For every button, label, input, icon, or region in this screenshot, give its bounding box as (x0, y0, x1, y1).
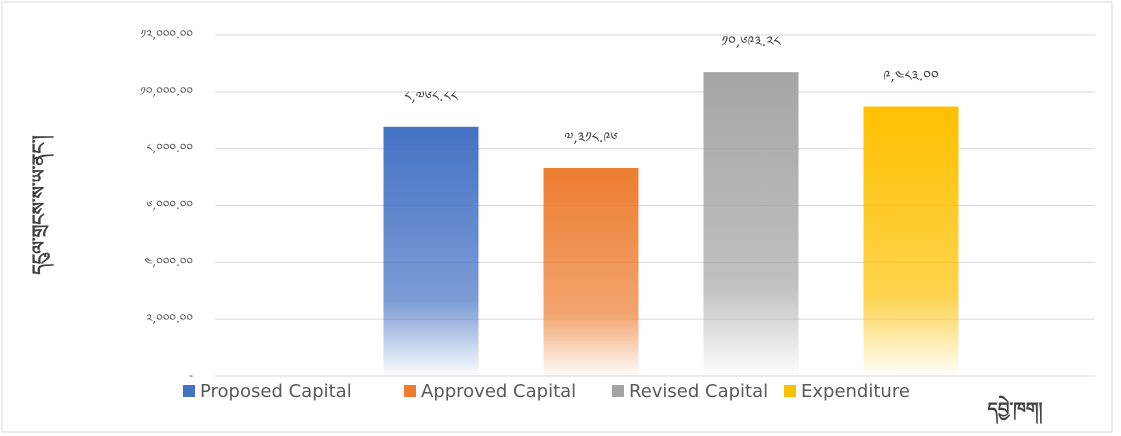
legend-swatch (612, 385, 624, 397)
legend-swatch (183, 385, 195, 397)
value-label: ༩,༤༨༣.༠༠ (883, 69, 939, 85)
value-label: ༡༠,༦༩༣.༢༨ (721, 34, 781, 50)
legend-label: Expenditure (801, 381, 910, 402)
legend-label: Approved Capital (421, 381, 576, 402)
bar (863, 106, 959, 376)
y-tick-label: ༡༠,༠༠༠.༠༠ (140, 84, 193, 98)
legend-label: Revised Capital (629, 381, 768, 402)
y-tick-label: ༡༢,༠༠༠.༠༠ (140, 28, 193, 42)
value-label: ༧,༣༡༨.༩༦ (564, 130, 617, 146)
y-tick-label: ༨,༠༠༠.༠༠ (146, 141, 193, 155)
bar (543, 168, 639, 376)
legend-label: Proposed Capital (200, 381, 352, 402)
legend-swatch (404, 385, 416, 397)
y-tick-label: ༤,༠༠༠.༠༠ (144, 255, 193, 269)
y-tick-label: - (189, 369, 193, 383)
legend-swatch (784, 385, 796, 397)
y-tick-label: ༦,༠༠༠.༠༠ (146, 198, 193, 212)
bar (383, 126, 479, 376)
y-tick-label: ༢,༠༠༠.༠༠ (146, 312, 193, 326)
value-label: ༨,༧༦༨.༨༨ (404, 89, 458, 105)
bar (703, 72, 799, 376)
